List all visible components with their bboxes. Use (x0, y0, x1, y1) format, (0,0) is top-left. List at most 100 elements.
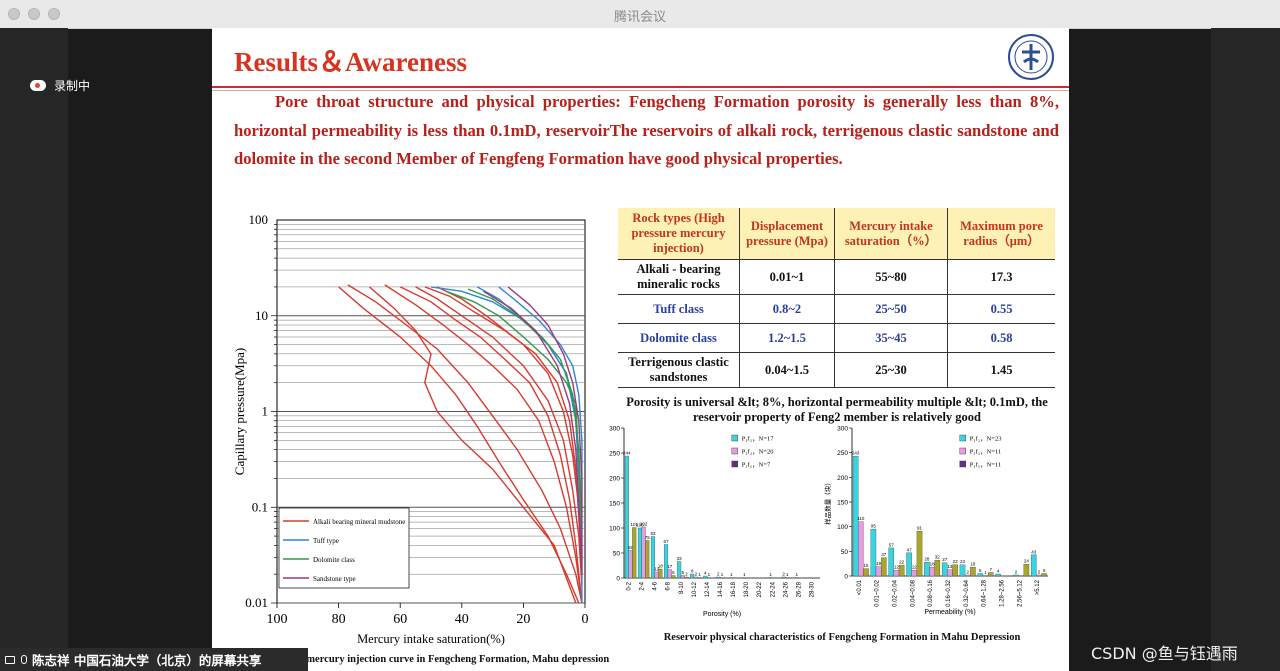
table-row: Terrigenous clastic sandstones 0.04~1.5 … (618, 352, 1055, 388)
minimize-window-button[interactable] (28, 8, 40, 20)
legend-label: P₁f₂，N=11 (970, 449, 1001, 456)
bar-rect (664, 544, 669, 579)
y-tick-label: 0 (844, 574, 848, 581)
legend-swatch (731, 460, 739, 468)
x-tick-label: 80 (332, 612, 346, 627)
bar-value-label: 37 (881, 552, 887, 557)
curve-series-line (399, 286, 583, 604)
bar-value-label: 1 (984, 570, 987, 575)
bar-value-label: 12 (894, 565, 900, 570)
window-title: 腾讯会议 (613, 10, 666, 25)
bar-rect (1013, 574, 1019, 577)
x-tick-label: 10-12 (692, 581, 698, 597)
bar-rect (671, 575, 676, 579)
bar-rect (982, 575, 989, 577)
bar-rect (637, 527, 642, 579)
bar-value-label: 5 (1043, 568, 1046, 573)
y-tick-label: 10 (255, 308, 268, 323)
curve-series-line (368, 286, 577, 604)
legend-label: P₁f₁，N=11 (970, 462, 1001, 469)
x-tick-label: 22-24 (770, 581, 776, 597)
bar-rect (703, 575, 708, 579)
x-tick-label: 0.01~0.02 (875, 579, 881, 607)
university-logo-icon (1008, 34, 1054, 80)
close-window-button[interactable] (8, 8, 20, 20)
bar-rect (794, 577, 799, 579)
bar-value-label: 2 (685, 572, 688, 577)
y-tick-label: 100 (837, 524, 848, 531)
recording-indicator[interactable]: 录制中 (30, 77, 90, 94)
table-row: Tuff class 0.8~2 25~50 0.55 (618, 294, 1055, 324)
legend-label: P₁f₂，N=23 (970, 436, 1002, 443)
bar-rect (658, 568, 663, 579)
x-tick-label: 0.32~0.64 (964, 579, 970, 607)
bar-value-label: 110 (857, 516, 865, 521)
bar-value-label: 15 (863, 563, 869, 568)
bar-value-label: 1 (743, 572, 746, 577)
bar-rect (650, 536, 655, 579)
x-tick-label: <0.01 (857, 579, 863, 595)
y-axis-label: Capillary pressure(Mpa) (232, 348, 247, 475)
legend-swatch (959, 434, 967, 442)
x-tick-label: 4-6 (653, 581, 659, 590)
bar-rect (934, 560, 941, 577)
table-cell: 35~45 (834, 323, 948, 353)
left-panel (0, 28, 68, 671)
bar-rect (677, 561, 682, 579)
y-tick-label: 150 (837, 500, 848, 507)
bar-value-label: 244 (623, 451, 631, 456)
bar-rect (720, 577, 725, 579)
y-axis-label: 样品数量（块） (823, 479, 832, 525)
recording-label: 录制中 (54, 79, 91, 93)
zoom-window-button[interactable] (48, 8, 60, 20)
table-cell: Tuff class (618, 294, 740, 324)
microphone-icon (21, 655, 27, 664)
y-tick-label: 300 (609, 426, 620, 433)
curve-series-line (507, 286, 583, 575)
screen-share-icon (5, 655, 15, 664)
bar-value-label: 2 (782, 572, 785, 577)
bar-rect (870, 528, 877, 577)
bar-rect (888, 547, 894, 577)
summary-paragraph: Pore throat structure and physical prope… (234, 92, 1059, 168)
y-tick-label: 250 (609, 451, 620, 458)
x-axis-label: Mercury intake saturation(%) (357, 632, 505, 646)
bar-rect (906, 552, 912, 577)
y-tick-label: 1 (262, 404, 269, 419)
bar-value-label: 22 (899, 560, 905, 565)
table-cell: Dolomite class (618, 323, 740, 353)
y-tick-label: 100 (249, 212, 269, 227)
y-tick-label: 0.01 (245, 595, 268, 610)
y-tick-label: 200 (609, 476, 620, 483)
bar-value-label: 5 (682, 570, 685, 575)
bar-value-label: 75 (645, 535, 651, 540)
x-axis-label: Permeability (%) (924, 609, 975, 616)
curve-series-line (436, 286, 583, 575)
legend-label: Sandstone type (313, 575, 356, 583)
legend-label: P₁f₂，N=20 (742, 449, 774, 456)
curve-series-line (415, 286, 583, 587)
x-tick-label: 24-26 (783, 581, 789, 597)
csdn-watermark: CSDN @鱼与钰遇雨 (1091, 644, 1238, 663)
bar-value-label: 1 (708, 572, 711, 577)
curve-series-line (347, 284, 583, 604)
porosity-bar-chart: 050100150200250300244551010-2100102752-4… (609, 426, 820, 618)
table-cell: 1.2~1.5 (739, 323, 835, 353)
bar-rect (852, 455, 859, 577)
x-tick-label: 0.16~0.32 (946, 579, 952, 607)
table-cell: 0.04~1.5 (739, 352, 835, 388)
legend-label: P₁f₂，N=17 (742, 436, 774, 443)
screen-share-bar[interactable]: 陈志祥 中国石油大学（北京）的屏幕共享 (0, 648, 308, 671)
x-tick-label: 2-4 (640, 581, 646, 590)
bar-rect (654, 571, 659, 579)
bar-rect (1031, 554, 1037, 577)
x-tick-label: 0 (582, 612, 589, 627)
table-cell: 0.8~2 (739, 294, 835, 324)
properties-table: Rock types (High pressure mercury inject… (618, 208, 1055, 388)
bar-rect (781, 576, 786, 579)
x-tick-label: 0-2 (627, 581, 633, 590)
legend-swatch (959, 460, 967, 468)
bar-value-label: 5 (979, 568, 982, 573)
bar-rect (881, 557, 887, 577)
legend-label: Tuff type (313, 537, 339, 545)
